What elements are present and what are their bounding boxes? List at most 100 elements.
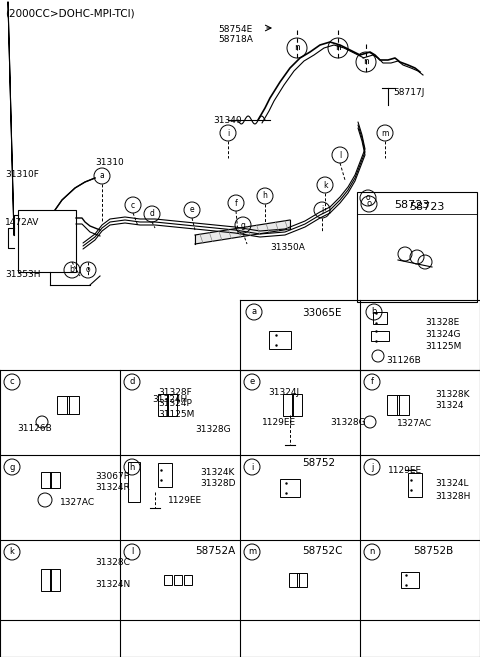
Text: 31324R: 31324R — [95, 483, 130, 492]
Text: 31328E: 31328E — [425, 318, 459, 327]
Text: l: l — [131, 547, 133, 556]
Text: 58718A: 58718A — [218, 35, 253, 44]
Text: 31324K: 31324K — [200, 468, 234, 477]
Text: 31125M: 31125M — [425, 342, 461, 351]
Bar — [292, 394, 302, 416]
Text: 31328H: 31328H — [435, 492, 470, 501]
Text: 1472AV: 1472AV — [5, 218, 39, 227]
Bar — [174, 575, 182, 585]
Text: h: h — [263, 191, 267, 200]
Text: 33065E: 33065E — [302, 308, 341, 318]
Bar — [167, 394, 177, 416]
Text: g: g — [9, 463, 15, 472]
Text: o: o — [366, 194, 370, 202]
Text: 1327AC: 1327AC — [397, 419, 432, 428]
Text: d: d — [129, 378, 135, 386]
Text: 31328D: 31328D — [200, 479, 236, 488]
Bar — [397, 395, 409, 415]
Text: (2000CC>DOHC-MPI-TCI): (2000CC>DOHC-MPI-TCI) — [5, 8, 134, 18]
Text: c: c — [131, 200, 135, 210]
Text: k: k — [323, 181, 327, 189]
Text: o: o — [86, 265, 90, 275]
Bar — [57, 396, 69, 414]
Bar — [269, 331, 291, 349]
Text: 58723: 58723 — [409, 202, 444, 212]
Bar — [373, 312, 387, 324]
Bar — [164, 575, 172, 585]
Text: 31353H: 31353H — [5, 270, 40, 279]
Text: 31126B: 31126B — [386, 356, 421, 365]
Text: o: o — [366, 200, 372, 208]
Bar — [283, 394, 293, 416]
Text: 31324N: 31324N — [95, 580, 130, 589]
Text: d: d — [150, 210, 155, 219]
Text: 58752A: 58752A — [195, 546, 235, 556]
Text: k: k — [10, 547, 14, 556]
Bar — [357, 192, 477, 302]
Text: 31324H: 31324H — [152, 395, 187, 404]
Text: a: a — [100, 171, 104, 181]
Text: 58723: 58723 — [394, 200, 430, 210]
Text: 31310: 31310 — [95, 158, 124, 167]
Text: a: a — [252, 307, 257, 317]
Text: 1129EE: 1129EE — [168, 496, 202, 505]
Text: 31324L: 31324L — [435, 479, 468, 488]
Bar — [288, 573, 299, 587]
Text: 31328K: 31328K — [435, 390, 469, 399]
Text: 58752: 58752 — [302, 458, 335, 468]
Text: h: h — [129, 463, 135, 472]
Bar — [184, 575, 192, 585]
Text: 58754E: 58754E — [218, 25, 252, 34]
Text: e: e — [250, 378, 254, 386]
Text: 31324J: 31324J — [268, 388, 299, 397]
Bar — [371, 331, 389, 341]
Text: 31340: 31340 — [213, 116, 241, 125]
Text: 31328F: 31328F — [158, 388, 192, 397]
Text: n: n — [335, 43, 341, 53]
Bar — [158, 463, 172, 487]
Text: 31328G: 31328G — [195, 425, 230, 434]
Text: m: m — [248, 547, 256, 556]
Text: 1129EE: 1129EE — [388, 466, 422, 475]
Bar — [408, 473, 422, 497]
Bar — [280, 479, 300, 497]
Bar — [50, 472, 60, 488]
Text: 31328C: 31328C — [95, 558, 130, 567]
Text: 58717J: 58717J — [393, 88, 424, 97]
Text: 31310F: 31310F — [5, 170, 39, 179]
Text: 31126B: 31126B — [17, 424, 52, 433]
Bar — [387, 395, 399, 415]
Text: 58752B: 58752B — [413, 546, 453, 556]
Bar — [158, 394, 168, 416]
Bar — [50, 569, 60, 591]
Text: l: l — [339, 150, 341, 160]
Bar — [401, 572, 419, 588]
Bar — [41, 569, 51, 591]
Text: n: n — [294, 43, 300, 53]
Text: 1129EE: 1129EE — [262, 418, 296, 427]
Text: 58752C: 58752C — [302, 546, 343, 556]
Text: 31324G: 31324G — [425, 330, 460, 339]
Text: n: n — [363, 58, 369, 66]
Text: j: j — [371, 463, 373, 472]
Text: f: f — [371, 378, 373, 386]
Bar — [128, 462, 140, 502]
Text: g: g — [240, 221, 245, 229]
Text: m: m — [381, 129, 389, 137]
Text: e: e — [190, 206, 194, 214]
Text: 31125M: 31125M — [158, 410, 194, 419]
Text: n: n — [369, 547, 375, 556]
Text: 1327AC: 1327AC — [60, 498, 95, 507]
Text: 31324: 31324 — [435, 401, 464, 410]
Bar — [67, 396, 79, 414]
Text: b: b — [70, 265, 74, 275]
Text: j: j — [321, 206, 323, 214]
Text: i: i — [251, 463, 253, 472]
Text: i: i — [227, 129, 229, 137]
Text: 31324P: 31324P — [158, 399, 192, 408]
Text: 31328G: 31328G — [330, 418, 366, 427]
Text: c: c — [10, 378, 14, 386]
Text: 33067F: 33067F — [95, 472, 129, 481]
Bar — [297, 573, 307, 587]
Text: b: b — [372, 307, 377, 317]
